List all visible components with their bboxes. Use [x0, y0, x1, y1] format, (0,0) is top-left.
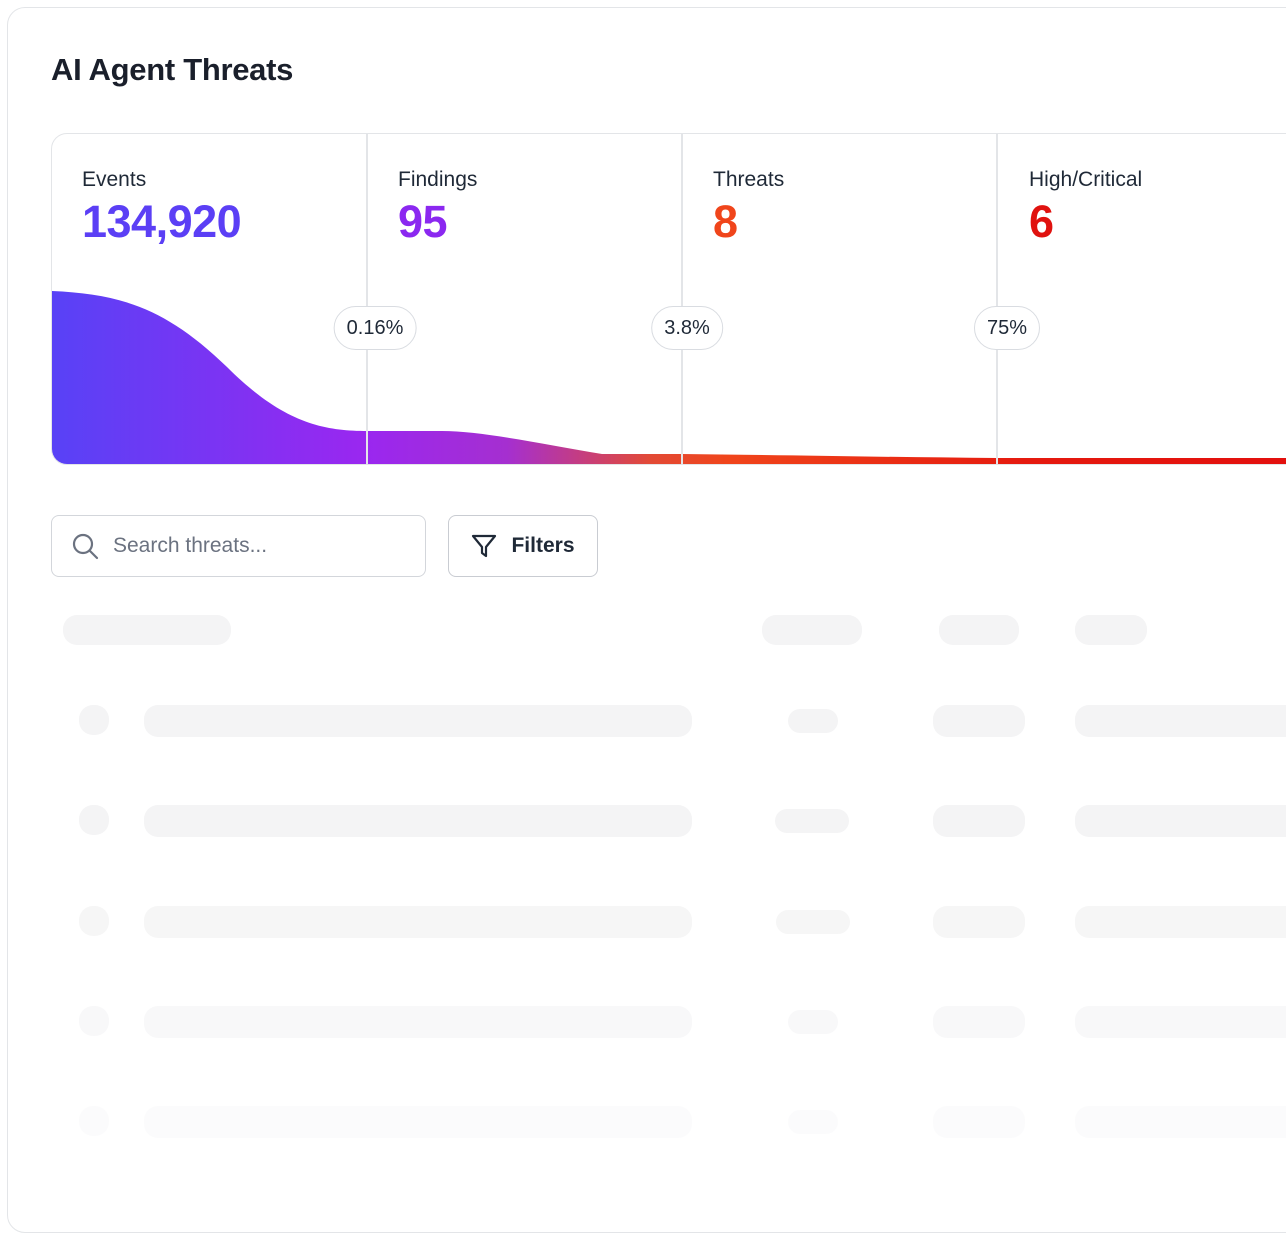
filter-icon: [471, 533, 497, 559]
skeleton-cell: [79, 1006, 109, 1036]
skeleton-cell: [933, 1006, 1025, 1038]
filters-button[interactable]: Filters: [448, 515, 598, 577]
stat-label: Threats: [713, 168, 785, 191]
funnel-area: [52, 291, 1286, 464]
skeleton-cell: [776, 910, 850, 934]
stat-label: Findings: [398, 168, 478, 191]
filters-label: Filters: [511, 534, 575, 557]
skeleton-cell: [1075, 805, 1286, 837]
search-icon: [71, 532, 99, 560]
skeleton-cell: [933, 1106, 1025, 1138]
skeleton-cell: [1075, 705, 1286, 737]
stat-value: 8: [713, 196, 738, 247]
page-title: AI Agent Threats: [51, 52, 294, 87]
stat-events: Events 134,920: [82, 168, 242, 247]
threat-funnel: Events 134,920 Findings 95 Threats 8 Hig…: [51, 133, 1286, 465]
stat-label: High/Critical: [1029, 168, 1143, 191]
stat-value: 6: [1029, 196, 1054, 247]
skeleton-cell: [933, 906, 1025, 938]
skeleton-cell: [933, 705, 1025, 737]
skeleton-cell: [1075, 1006, 1286, 1038]
search-box[interactable]: [51, 515, 426, 577]
search-input[interactable]: [113, 534, 393, 558]
skeleton-cell: [79, 906, 109, 936]
conversion-rate-pill: 0.16%: [333, 306, 417, 350]
stage-divider: [996, 134, 998, 464]
stage-divider: [681, 134, 683, 464]
skeleton-cell: [144, 705, 692, 737]
skeleton-header-cell: [939, 615, 1019, 645]
stat-threats: Threats 8: [713, 168, 784, 245]
stat-high-critical: High/Critical 6: [1029, 168, 1142, 245]
skeleton-cell: [775, 809, 849, 833]
skeleton-cell: [79, 1106, 109, 1136]
skeleton-cell: [788, 1110, 838, 1134]
stat-value: 134,920: [82, 196, 242, 247]
skeleton-cell: [144, 906, 692, 938]
skeleton-header-cell: [1075, 615, 1147, 645]
skeleton-cell: [1075, 1106, 1286, 1138]
conversion-rate-pill: 75%: [973, 306, 1041, 350]
skeleton-cell: [788, 1010, 838, 1034]
skeleton-cell: [933, 805, 1025, 837]
skeleton-header-cell: [63, 615, 231, 645]
skeleton-cell: [144, 1006, 692, 1038]
skeleton-cell: [144, 805, 692, 837]
funnel-shape: [52, 291, 1286, 464]
stage-divider: [366, 134, 368, 464]
stat-findings: Findings 95: [398, 168, 477, 245]
skeleton-header-cell: [762, 615, 862, 645]
skeleton-cell: [79, 805, 109, 835]
stat-value: 95: [398, 196, 448, 247]
skeleton-cell: [79, 705, 109, 735]
stat-label: Events: [82, 168, 147, 191]
skeleton-cell: [788, 709, 838, 733]
conversion-rate-pill: 3.8%: [651, 306, 723, 350]
threats-card: AI Agent Threats Events 134,920: [7, 7, 1286, 1233]
skeleton-cell: [1075, 906, 1286, 938]
skeleton-cell: [144, 1106, 692, 1138]
